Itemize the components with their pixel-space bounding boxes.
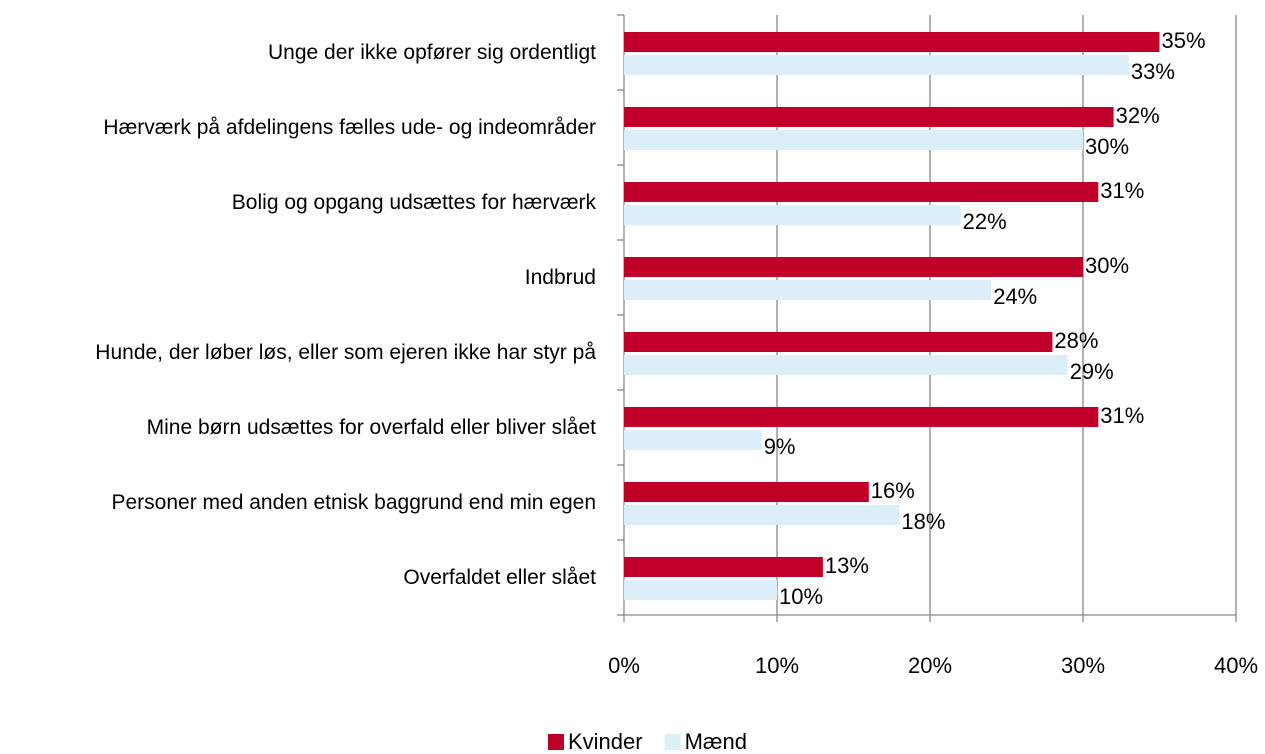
bar: [624, 182, 1099, 202]
y-tick-label-box: Bolig og opgang udsættes for hærværk: [0, 165, 596, 240]
y-tick-label-box: Personer med anden etnisk baggrund end m…: [0, 465, 597, 540]
y-tick-label: Personer med anden etnisk baggrund end m…: [111, 490, 597, 514]
data-label: 33%: [1131, 59, 1175, 84]
legend-label: Kvinder: [568, 729, 643, 754]
x-tick-label: 30%: [1061, 653, 1105, 678]
data-label: 24%: [993, 284, 1037, 309]
bar: [624, 107, 1114, 127]
data-label: 9%: [764, 434, 796, 459]
bar: [624, 482, 869, 502]
x-tick-label: 40%: [1214, 653, 1258, 678]
y-tick-label: Hærværk på afdelingens fælles ude- og in…: [103, 115, 596, 139]
y-tick-label-box: Indbrud: [0, 240, 596, 315]
bar: [624, 32, 1160, 52]
data-label: 16%: [871, 478, 915, 503]
y-tick-label: Hunde, der løber løs, eller som ejeren i…: [95, 340, 596, 364]
y-tick-label-box: Unge der ikke opfører sig ordentligt: [0, 15, 596, 90]
bar: [624, 130, 1083, 150]
y-tick-label-box: Overfaldet eller slået: [0, 540, 596, 615]
legend-swatch: [548, 734, 564, 750]
bar: [624, 557, 823, 577]
data-label: 18%: [901, 509, 945, 534]
y-tick-label-box: Hærværk på afdelingens fælles ude- og in…: [0, 90, 596, 165]
y-tick-label: Mine børn udsættes for overfald eller bl…: [146, 415, 596, 439]
y-tick-label-box: Hunde, der løber løs, eller som ejeren i…: [0, 315, 596, 390]
data-label: 10%: [779, 584, 823, 609]
bar: [624, 55, 1129, 75]
data-label: 30%: [1085, 253, 1129, 278]
y-tick-label: Overfaldet eller slået: [403, 565, 596, 589]
y-tick-label: Unge der ikke opfører sig ordentligt: [268, 40, 596, 64]
x-tick-label: 20%: [908, 653, 952, 678]
legend-swatch: [664, 734, 681, 750]
bar: [624, 580, 777, 600]
bar: [624, 280, 992, 300]
data-label: 13%: [825, 553, 869, 578]
bar: [624, 355, 1068, 375]
bar: [624, 257, 1083, 277]
data-label: 29%: [1070, 359, 1114, 384]
data-label: 31%: [1100, 178, 1144, 203]
bar: [624, 505, 900, 525]
data-label: 28%: [1054, 328, 1098, 353]
y-tick-label: Bolig og opgang udsættes for hærværk: [231, 190, 596, 214]
y-tick-label-box: Mine børn udsættes for overfald eller bl…: [0, 390, 596, 465]
data-label: 30%: [1085, 134, 1129, 159]
x-tick-label: 0%: [608, 653, 640, 678]
bar: [624, 205, 961, 225]
bar: [624, 430, 762, 450]
data-label: 31%: [1100, 403, 1144, 428]
data-label: 35%: [1162, 28, 1206, 53]
x-tick-label: 10%: [755, 653, 799, 678]
bar: [624, 332, 1053, 352]
bar: [624, 407, 1099, 427]
y-tick-label: Indbrud: [524, 265, 596, 289]
legend-label: Mænd: [685, 729, 747, 754]
data-label: 32%: [1116, 103, 1160, 128]
data-label: 22%: [963, 209, 1007, 234]
